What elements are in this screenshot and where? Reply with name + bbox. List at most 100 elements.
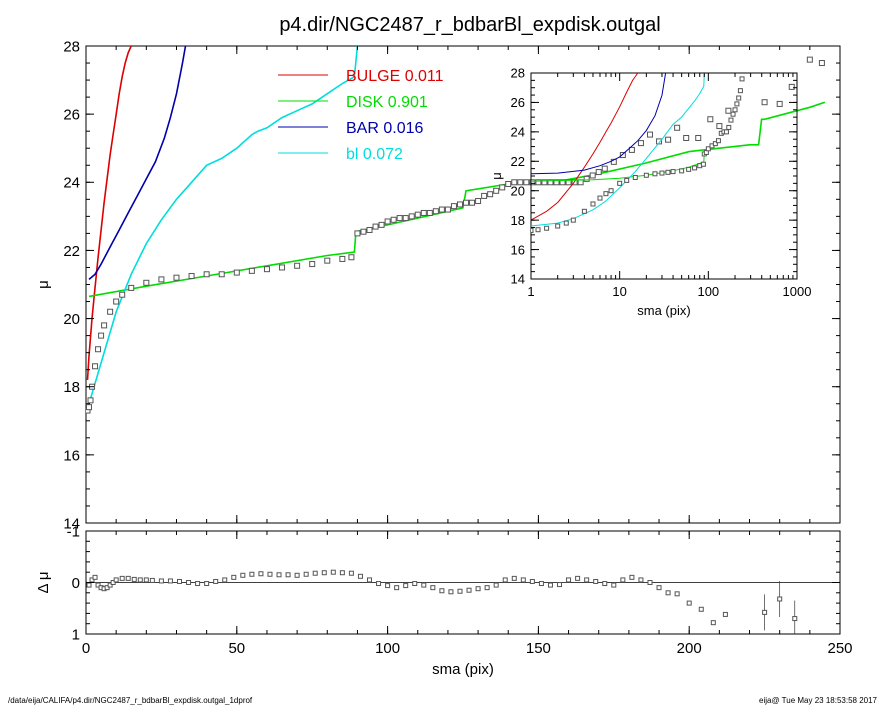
main-g-data-point — [619, 152, 626, 159]
resid-g-data-point — [95, 582, 101, 588]
resid-g-data-point — [722, 611, 728, 617]
resid-g-data-point — [149, 577, 155, 583]
main-g-data-point — [637, 140, 644, 147]
main-g-data-point — [378, 221, 385, 228]
main-g-data-point — [481, 192, 488, 199]
inset-g-data-point — [715, 138, 721, 144]
main-g-data-point — [725, 107, 732, 114]
inset-g-data-point — [608, 188, 614, 194]
resid-g-data-point — [566, 577, 572, 583]
main-g-data-point — [788, 83, 795, 90]
main-g-data-point — [547, 179, 554, 186]
inset-g-data-point — [597, 195, 603, 201]
main-g-data-point — [426, 209, 433, 216]
main-g-data-point — [818, 60, 825, 67]
resid-g-data-point — [176, 578, 182, 584]
resid-g-data-point — [249, 571, 255, 577]
resid-g-data-point — [529, 578, 535, 584]
resid-g-data-point — [575, 575, 581, 581]
main-g-data-point — [390, 216, 397, 223]
resid-g-xlabel: sma (pix) — [432, 661, 494, 678]
main-g-marks — [86, 46, 826, 414]
resid-g-data-point — [430, 585, 436, 591]
inset-g-data-point — [535, 227, 541, 233]
footer-file-path: /data/eija/CALIFA/p4.dir/NGC2487_r_bdbar… — [8, 696, 253, 705]
inset-g-data-point — [732, 107, 738, 113]
main-g-data-point — [87, 397, 94, 404]
inset-g-xtick-label: 10 — [612, 284, 626, 299]
main-g-data-point — [402, 215, 409, 222]
inset-g-data-point — [723, 129, 729, 135]
resid-g-data-point — [674, 591, 680, 597]
inset-g-data-point — [728, 117, 734, 123]
main-g-ytick-label: 16 — [63, 447, 80, 464]
resid-g-xtick-label: 50 — [228, 640, 245, 657]
inset-g-line-disk — [531, 149, 709, 182]
main-g-data-point — [384, 218, 391, 225]
main-g-data-point — [674, 124, 681, 131]
inset-g-line-bl — [531, 73, 705, 227]
main-g-data-point — [529, 179, 536, 186]
main-g-data-point — [107, 308, 114, 315]
resid-g-data-point — [294, 572, 300, 578]
main-g-data-point — [517, 179, 524, 186]
main-g-data-point — [511, 179, 518, 186]
main-g-data-point — [128, 284, 135, 291]
main-g-data-point — [761, 99, 768, 106]
main-g-data-point — [360, 228, 367, 235]
resid-g-data-point — [339, 570, 345, 576]
inset-g-xtick-label: 1 — [527, 284, 534, 299]
main-g-data-point — [143, 279, 150, 286]
resid-g-data-point — [330, 569, 336, 575]
resid-g-data-point — [86, 582, 92, 588]
main-g-data-point — [683, 134, 690, 141]
main-g-data-point — [469, 199, 476, 206]
resid-g-data-point — [104, 585, 110, 591]
inset-plot: 1 10 100 1000 14 16 18 20 22 24 26 28 sma (pix) μ — [489, 66, 811, 318]
resid-g-data-point — [511, 575, 517, 581]
chart-title: p4.dir/NGC2487_r_bdbarBl_expdisk.outgal — [279, 14, 660, 36]
main-g-data-point — [601, 165, 608, 172]
inset-g-data-point — [624, 177, 630, 183]
main-g-data-point — [173, 274, 180, 281]
inset-g-data-point — [705, 146, 711, 152]
inset-g-data-point — [590, 201, 596, 207]
resid-g-data-point — [710, 620, 716, 626]
inset-g-data-point — [563, 220, 569, 226]
inset-g-line-bar — [531, 73, 667, 175]
resid-g-data-point — [593, 578, 599, 584]
resid-g-data-point — [195, 581, 201, 587]
main-g-data-point — [248, 267, 255, 274]
main-g-ytick-label: 18 — [63, 379, 80, 396]
legend-label-bar: BAR 0.016 — [346, 120, 423, 137]
resid-g-data-point — [285, 572, 291, 578]
resid-g-data-point — [312, 570, 318, 576]
inset-g-ytick-label: 24 — [511, 125, 525, 140]
resid-g-data-point — [131, 576, 137, 582]
main-g-frame — [85, 45, 841, 524]
main-g-line-bulge — [86, 46, 132, 380]
resid-g-data-point — [376, 581, 382, 587]
main-g-data-point — [203, 271, 210, 278]
main-g-data-point — [354, 230, 361, 237]
main-g-data-point — [487, 191, 494, 198]
resid-g-data-point — [89, 577, 95, 583]
resid-g-data-point — [357, 573, 363, 579]
main-g-data-point — [233, 269, 240, 276]
main-g-data-point — [553, 179, 560, 186]
inset-g-data-point — [737, 88, 743, 94]
resid-g-data-point — [143, 577, 149, 583]
main-g-data-point — [541, 179, 548, 186]
inset-g-data-point — [531, 227, 534, 233]
main-g-data-point — [414, 211, 421, 218]
resid-g-data-point — [222, 577, 228, 583]
main-g-data-point — [339, 255, 346, 262]
resid-g-data-point — [656, 585, 662, 591]
resid-g-xtick-label: 100 — [375, 640, 400, 657]
resid-g-data-point — [611, 582, 617, 588]
resid-g-data-point — [698, 606, 704, 612]
main-g-data-point — [505, 180, 512, 187]
main-g-ytick-label: 22 — [63, 243, 80, 260]
main-g-data-point — [695, 134, 702, 141]
inset-g-data-point — [670, 169, 676, 175]
